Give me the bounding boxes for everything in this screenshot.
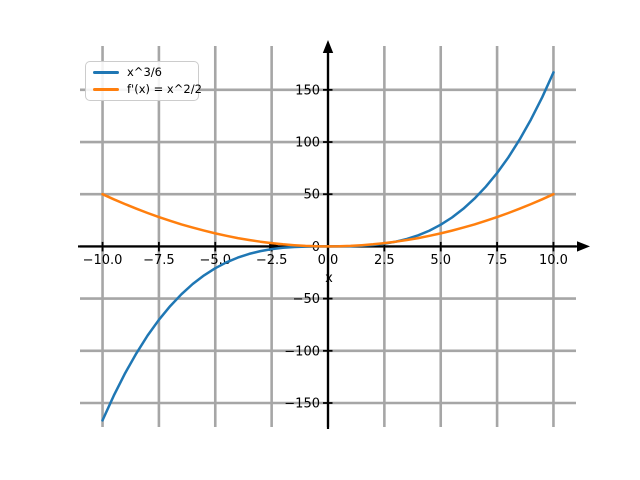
- x-tick-label: 10.0: [539, 253, 568, 268]
- x-tick-label: 0.0: [318, 253, 339, 268]
- y-axis-arrowhead-icon: [322, 40, 334, 53]
- y-tick-label: 100: [295, 136, 320, 151]
- x-axis-arrowhead-icon: [577, 241, 590, 252]
- legend-entry: x^3/6: [93, 65, 192, 79]
- legend: x^3/6 f'(x) = x^2/2: [85, 61, 202, 101]
- x-tick-label: −5.0: [199, 253, 231, 268]
- curve-derivative-curve: [101, 192, 555, 248]
- legend-line-sample-icon: [93, 87, 119, 91]
- y-tick-label: −100: [284, 344, 320, 359]
- x-tick-label: 2.5: [374, 253, 395, 268]
- x-tick-label: −10.0: [83, 253, 123, 268]
- y-tick-label: 150: [295, 83, 320, 98]
- y-tick-label: −150: [284, 396, 320, 411]
- legend-line-sample-icon: [93, 70, 119, 74]
- x-tick-label: −2.5: [256, 253, 288, 268]
- y-tick-label: −50: [293, 292, 320, 307]
- legend-label: f'(x) = x^2/2: [127, 82, 202, 96]
- y-tick-label: 50: [303, 188, 320, 203]
- legend-label: x^3/6: [127, 65, 162, 79]
- legend-entry: f'(x) = x^2/2: [93, 82, 202, 96]
- x-tick-label: 7.5: [487, 253, 508, 268]
- x-tick-label: 5.0: [430, 253, 451, 268]
- x-axis-label: x: [325, 271, 333, 286]
- x-tick-label: −7.5: [143, 253, 175, 268]
